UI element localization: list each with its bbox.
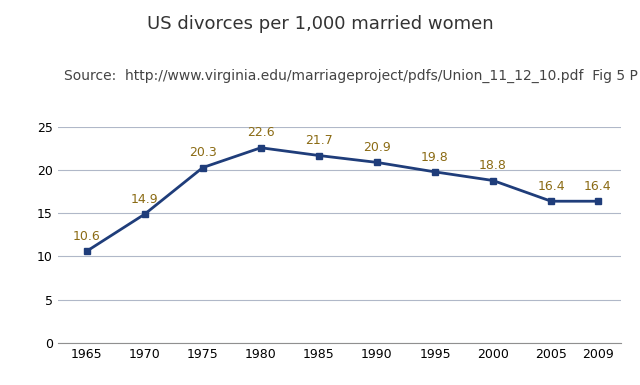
Text: 16.4: 16.4: [584, 180, 611, 193]
Text: 20.3: 20.3: [189, 146, 216, 159]
Text: US divorces per 1,000 married women: US divorces per 1,000 married women: [147, 15, 493, 33]
Text: 18.8: 18.8: [479, 159, 507, 172]
Text: 21.7: 21.7: [305, 134, 333, 147]
Text: 10.6: 10.6: [73, 230, 100, 243]
Text: 14.9: 14.9: [131, 193, 159, 206]
Text: 16.4: 16.4: [538, 180, 565, 193]
Text: 20.9: 20.9: [363, 141, 391, 154]
Text: 22.6: 22.6: [247, 126, 275, 139]
Text: Source:  http://www.virginia.edu/marriageproject/pdfs/Union_11_12_10.pdf  Fig 5 : Source: http://www.virginia.edu/marriage…: [64, 69, 640, 84]
Text: 19.8: 19.8: [421, 151, 449, 164]
